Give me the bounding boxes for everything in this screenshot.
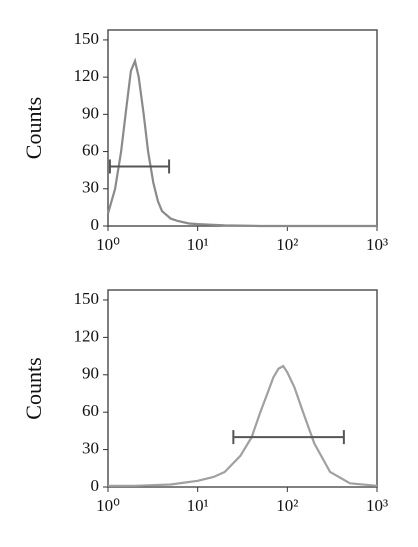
y-tick-label: 90 — [82, 364, 99, 383]
x-tick-label: 10³ — [366, 496, 388, 515]
y-axis-label: Counts — [21, 97, 46, 159]
x-tick-label: 10² — [276, 235, 298, 254]
y-tick-label: 90 — [82, 103, 99, 122]
y-tick-label: 150 — [74, 29, 100, 48]
x-tick-label: 10² — [276, 496, 298, 515]
y-tick-label: 120 — [74, 326, 100, 345]
x-tick-label: 10⁰ — [96, 496, 120, 515]
y-tick-label: 0 — [91, 476, 100, 495]
histogram-line — [108, 364, 378, 487]
y-tick-label: 120 — [74, 66, 100, 85]
x-tick-label: 10³ — [366, 235, 388, 254]
plot-frame — [107, 289, 378, 488]
y-axis-label: Counts — [21, 357, 46, 419]
y-tick-label: 150 — [74, 289, 100, 308]
y-tick-label: 30 — [82, 178, 99, 197]
x-tick-label: 10⁰ — [96, 235, 120, 254]
plot-frame — [107, 29, 378, 227]
x-tick-label: 10¹ — [187, 235, 209, 254]
y-tick-label: 60 — [82, 140, 99, 159]
x-tick-label: 10¹ — [187, 496, 209, 515]
y-tick-label: 0 — [91, 215, 100, 234]
y-tick-label: 30 — [82, 439, 99, 458]
histogram-line — [106, 57, 377, 228]
y-tick-label: 60 — [82, 401, 99, 420]
